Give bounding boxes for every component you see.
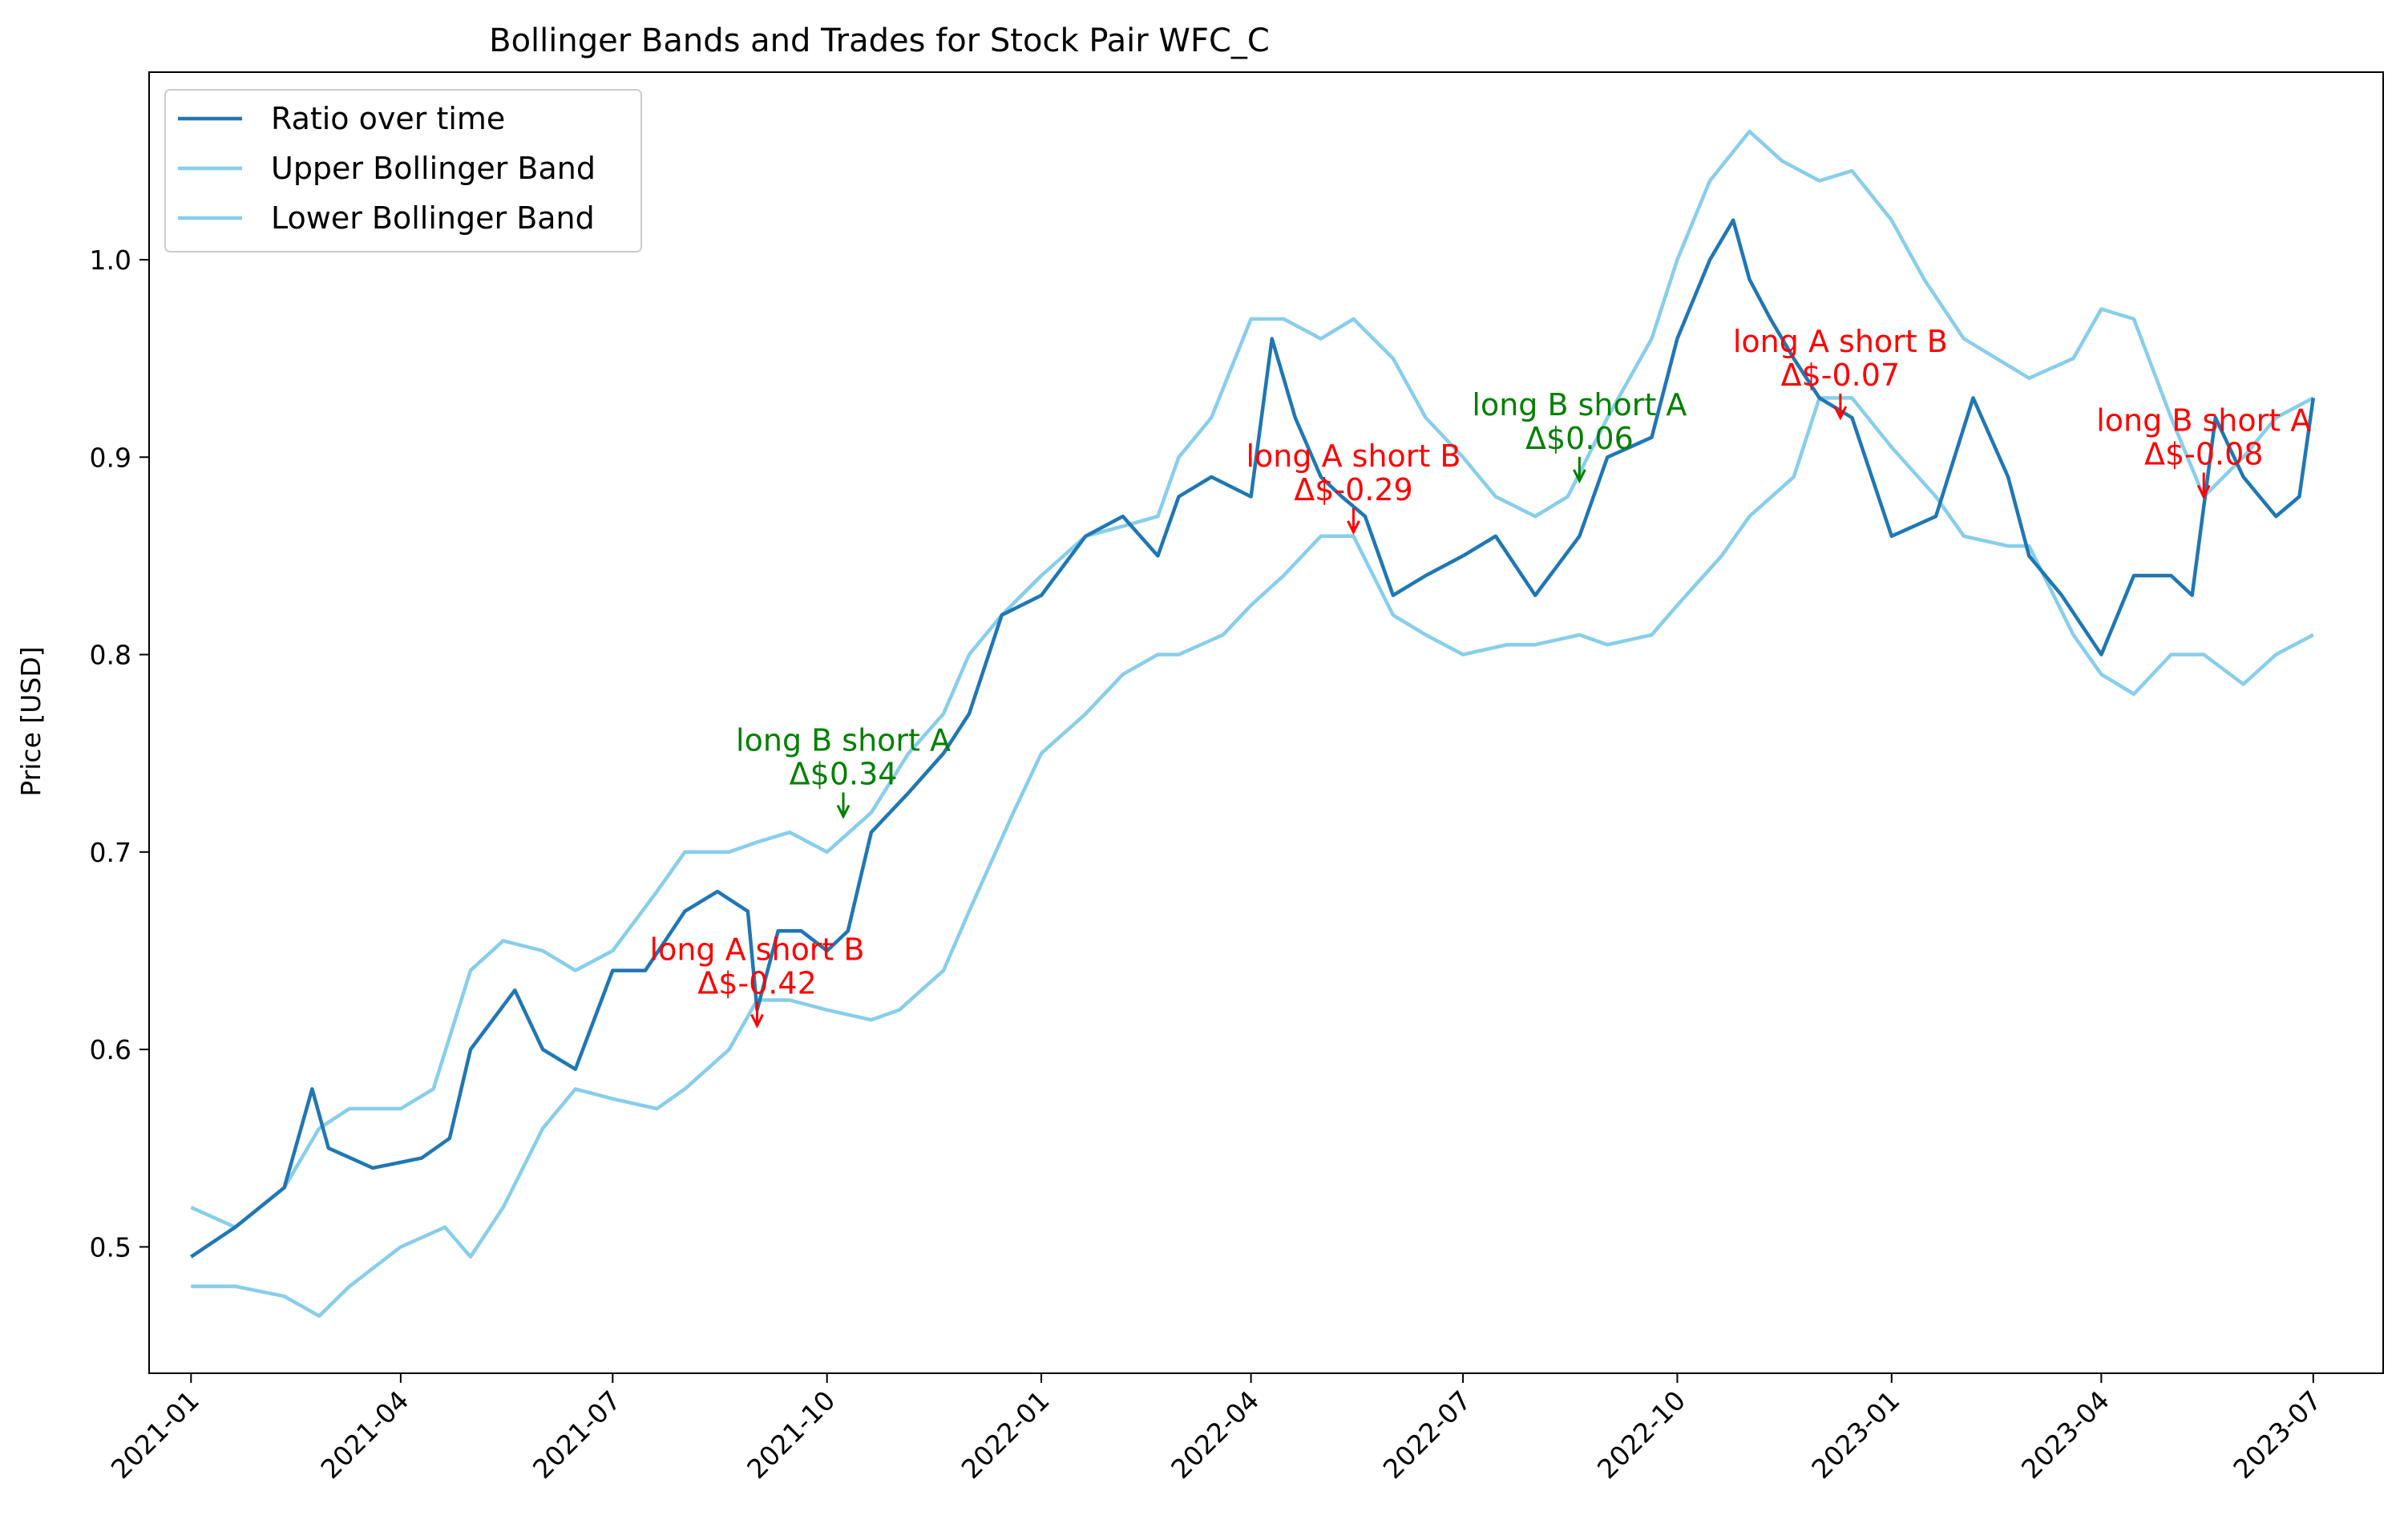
y-axis-label: Price [USD] <box>15 646 46 796</box>
annotation-label-delta: Δ$-0.29 <box>1294 472 1413 507</box>
annotation-arrow-head <box>1833 406 1848 421</box>
trade-annotation: long A short BΔ$-0.07 <box>1733 324 1948 421</box>
y-tick-label: 0.7 <box>90 837 131 868</box>
annotation-label-action: long B short A <box>736 722 951 758</box>
series-line-ratio-over-time <box>190 218 2316 1259</box>
annotation-label-action: long A short B <box>650 932 865 968</box>
annotation-arrow-head <box>2196 484 2211 499</box>
legend: Ratio over time Upper Bollinger Band Low… <box>164 89 642 253</box>
y-tick-label: 1.0 <box>90 245 131 276</box>
annotation-label-action: long B short A <box>1472 387 1687 422</box>
legend-label-upper: Upper Bollinger Band <box>271 151 596 186</box>
annotation-arrow-head <box>1347 520 1360 536</box>
annotation-label-delta: Δ$-0.08 <box>2144 437 2264 472</box>
y-axis: 0.5 0.6 0.7 0.8 0.9 1.0 <box>90 245 149 1263</box>
annotation-arrow-head <box>1573 469 1586 484</box>
chart-title: Bollinger Bands and Trades for Stock Pai… <box>489 22 1270 59</box>
series-line-lower-bollinger-band <box>191 396 2314 1318</box>
legend-label-lower: Lower Bollinger Band <box>271 200 595 236</box>
y-tick-label: 0.8 <box>90 640 131 671</box>
annotation-label-action: long A short B <box>1246 439 1461 474</box>
y-tick-label: 0.5 <box>90 1231 131 1263</box>
annotation-label-delta: Δ$0.34 <box>790 756 898 791</box>
annotation-arrow-head <box>836 804 850 819</box>
trade-annotation: long B short AΔ$0.06 <box>1472 387 1687 484</box>
annotation-label-delta: Δ$-0.07 <box>1781 358 1901 393</box>
annotation-label-delta: Δ$-0.42 <box>697 966 817 1001</box>
annotation-label-action: long B short A <box>2096 403 2311 439</box>
trade-annotation: long A short BΔ$-0.42 <box>650 932 865 1029</box>
annotation-label-action: long A short B <box>1733 324 1948 359</box>
legend-box <box>164 89 642 253</box>
y-tick-label: 0.9 <box>90 442 131 473</box>
series-group <box>190 129 2316 1318</box>
y-tick-label: 0.6 <box>90 1034 131 1065</box>
trade-annotation: long A short BΔ$-0.29 <box>1246 439 1461 536</box>
annotation-arrow-head <box>750 1013 764 1029</box>
series-line-upper-bollinger-band <box>190 129 2314 1230</box>
trade-annotation: long B short AΔ$-0.08 <box>2096 403 2311 499</box>
trade-annotation: long B short AΔ$0.34 <box>736 722 951 819</box>
annotation-label-delta: Δ$0.06 <box>1525 421 1634 456</box>
legend-label-ratio: Ratio over time <box>271 101 505 136</box>
plot-frame <box>148 71 2384 1374</box>
